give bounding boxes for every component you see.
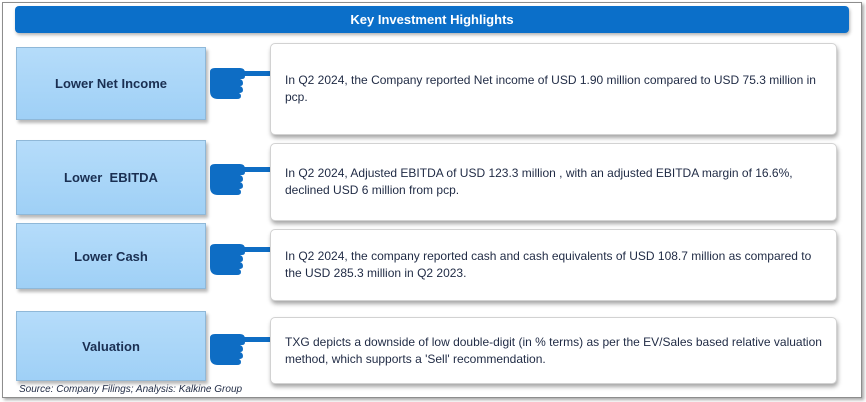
highlight-text: In Q2 2024, Adjusted EBITDA of USD 123.3… [285,166,793,197]
highlight-label-ebitda: Lower EBITDA [16,140,206,215]
pointing-hand-icon [210,164,274,195]
highlight-label-cash: Lower Cash [16,223,206,289]
highlight-text-net-income: In Q2 2024, the Company reported Net inc… [270,43,837,135]
pointing-hand-icon [210,68,274,99]
highlight-text-ebitda: In Q2 2024, Adjusted EBITDA of USD 123.3… [270,143,837,221]
pointing-hand-icon [210,334,274,365]
highlight-label-net-income: Lower Net Income [16,47,206,120]
highlight-text-cash: In Q2 2024, the company reported cash an… [270,229,837,301]
highlight-label-valuation: Valuation [16,311,206,381]
pointing-hand-icon [210,244,274,275]
highlight-text-valuation: TXG depicts a downside of low double-dig… [270,317,837,384]
highlight-text: In Q2 2024, the company reported cash an… [285,249,812,280]
source-note: Source: Company Filings; Analysis: Kalki… [19,384,243,395]
highlight-text: TXG depicts a downside of low double-dig… [285,334,822,366]
panel-title: Key Investment Highlights [15,6,849,33]
highlight-text: In Q2 2024, the Company reported Net inc… [285,73,816,104]
